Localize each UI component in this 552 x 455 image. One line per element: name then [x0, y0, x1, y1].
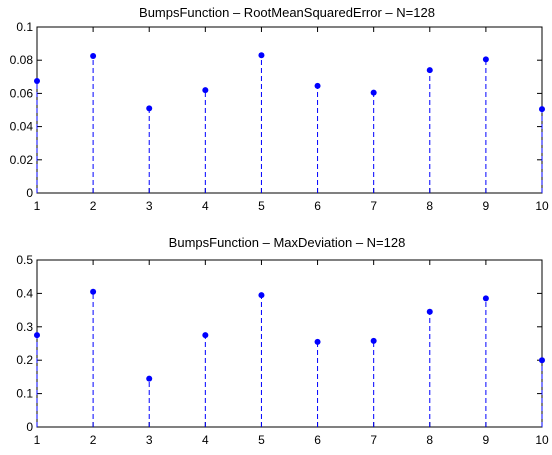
max-deviation-xtick-label: 9 [483, 433, 490, 447]
rmse-data-point [202, 87, 209, 94]
max-deviation-xtick-label: 10 [535, 433, 549, 447]
max-deviation-data-point [539, 357, 545, 364]
max-deviation-ytick-label: 0.5 [16, 253, 33, 267]
rmse-xtick-label: 7 [370, 199, 377, 213]
rmse-xtick-label: 8 [426, 199, 433, 213]
rmse-plot-title: BumpsFunction – RootMeanSquaredError – N… [139, 5, 435, 20]
max-deviation-xtick-label: 2 [90, 433, 97, 447]
rmse-plot: BumpsFunction – RootMeanSquaredError – N… [10, 5, 549, 213]
rmse-data-point [426, 67, 433, 74]
max-deviation-ytick-label: 0.2 [16, 353, 33, 367]
max-deviation-axes-box [36, 259, 543, 428]
rmse-xtick-label: 3 [146, 199, 153, 213]
rmse-ytick-label: 0.06 [10, 86, 34, 100]
max-deviation-ytick-label: 0.3 [16, 320, 33, 334]
rmse-data-point [258, 52, 265, 59]
max-deviation-data-point [202, 332, 209, 339]
rmse-xtick-label: 2 [90, 199, 97, 213]
max-deviation-data-point [482, 295, 489, 302]
rmse-data-point [146, 105, 153, 112]
rmse-data-point [370, 89, 377, 96]
rmse-xtick-label: 4 [202, 199, 209, 213]
max-deviation-ytick-label: 0 [26, 420, 33, 434]
rmse-data-point [34, 77, 40, 84]
max-deviation-xtick-label: 1 [34, 433, 41, 447]
max-deviation-xtick-label: 7 [370, 433, 377, 447]
max-deviation-plot-title: BumpsFunction – MaxDeviation – N=128 [169, 235, 406, 250]
rmse-ytick-label: 0 [26, 186, 33, 200]
rmse-data-point [314, 82, 321, 89]
max-deviation-ytick-label: 0.4 [16, 286, 33, 300]
max-deviation-plot: BumpsFunction – MaxDeviation – N=128 0 0.… [16, 235, 549, 447]
max-deviation-xtick-label: 3 [146, 433, 153, 447]
rmse-xtick-label: 5 [258, 199, 265, 213]
max-deviation-xtick-label: 4 [202, 433, 209, 447]
max-deviation-xtick-label: 5 [258, 433, 265, 447]
max-deviation-xtick-label: 6 [314, 433, 321, 447]
max-deviation-data-point [90, 288, 97, 295]
max-deviation-xtick-label: 8 [426, 433, 433, 447]
max-deviation-ytick-label: 0.1 [16, 387, 33, 401]
rmse-xtick-label: 10 [535, 199, 549, 213]
rmse-data-point [90, 53, 97, 60]
rmse-ytick-label: 0.02 [10, 153, 34, 167]
rmse-ytick-label: 0.1 [16, 20, 33, 34]
rmse-ytick-label: 0.08 [10, 53, 34, 67]
max-deviation-data-point [314, 338, 321, 345]
rmse-data-point [482, 56, 489, 63]
max-deviation-data-point [34, 332, 40, 339]
rmse-xtick-label: 1 [34, 199, 41, 213]
rmse-data-point [539, 106, 545, 113]
max-deviation-data-point [146, 375, 153, 382]
rmse-xtick-label: 6 [314, 199, 321, 213]
rmse-ytick-label: 0.04 [10, 120, 34, 134]
rmse-xtick-label: 9 [483, 199, 490, 213]
max-deviation-data-point [370, 337, 377, 344]
max-deviation-data-point [258, 292, 265, 299]
max-deviation-data-point [426, 308, 433, 315]
rmse-axes-box [36, 26, 543, 194]
